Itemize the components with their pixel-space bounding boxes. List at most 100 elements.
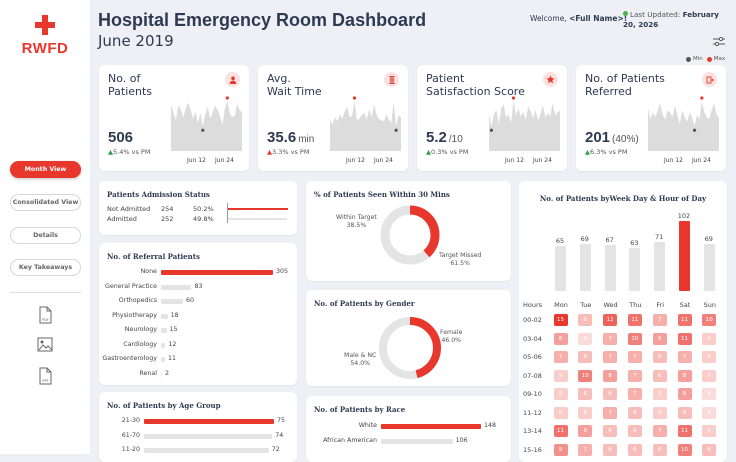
heatmap-cell: 4 bbox=[578, 332, 593, 345]
weekday-total-bar bbox=[654, 242, 666, 291]
spark-tick-1: Jun 12 bbox=[505, 157, 524, 164]
kpi-delta: ▲0.3% vs PM bbox=[426, 148, 468, 156]
delta-arrow: ▲ bbox=[108, 148, 113, 156]
missed-pct: 61.5% bbox=[450, 260, 470, 267]
heatmap-cell: 6 bbox=[627, 443, 642, 456]
heatmap-cell: 7 bbox=[677, 351, 692, 363]
heatmap-cell: 5 bbox=[652, 388, 667, 400]
heatmap-cell: 6 bbox=[603, 443, 618, 456]
delta-arrow: ▲ bbox=[426, 148, 431, 156]
heatmap-cell: 6 bbox=[578, 351, 593, 363]
brand-name: RWFD bbox=[21, 40, 69, 57]
male-pct: 54.0% bbox=[350, 360, 371, 367]
nav-details[interactable]: Details bbox=[10, 227, 81, 244]
bar-label: 11-20 bbox=[121, 446, 140, 453]
seen30-within-arc bbox=[380, 205, 440, 265]
sparkline-min-point bbox=[394, 128, 398, 132]
kpi-title: No. of Patients Referred bbox=[585, 72, 665, 98]
weekday-total-value: 102 bbox=[677, 212, 691, 220]
female-pct: 46.0% bbox=[441, 337, 462, 344]
heatmap-cell: 8 bbox=[652, 332, 667, 345]
welcome-text: Welcome, <Full Name>! bbox=[530, 14, 627, 23]
nav-month-view[interactable]: Month View bbox=[10, 161, 81, 178]
heatmap-cell: 6 bbox=[627, 425, 642, 437]
bar bbox=[161, 284, 192, 290]
heatmap-cell: 5 bbox=[553, 369, 568, 382]
weekday-hour-card: No. of Patients byWeek Day & Hour of Day… bbox=[519, 181, 727, 462]
within-pct: 38.5% bbox=[346, 222, 367, 229]
weekday-total-value: 69 bbox=[704, 234, 713, 243]
weekday-total-bar bbox=[604, 245, 616, 291]
heatmap-cell: 7 bbox=[627, 369, 642, 382]
sparkline bbox=[489, 96, 560, 151]
gender-female-label: Female 46.0% bbox=[440, 329, 462, 345]
sparkline-max-point bbox=[700, 96, 704, 100]
min-max-legend: Min Max bbox=[686, 56, 725, 62]
bar-value: 75 bbox=[277, 417, 286, 424]
sparkline bbox=[330, 96, 401, 151]
race-card: No. of Patients by Race White 148 African … bbox=[306, 396, 511, 462]
kpi-value: 506 bbox=[108, 129, 135, 146]
bar bbox=[381, 424, 481, 429]
gender-donut bbox=[379, 317, 441, 379]
delta-arrow: ▲ bbox=[585, 148, 590, 156]
updated-label: Last Updated: bbox=[630, 10, 681, 19]
hour-row-header: 11-12 bbox=[523, 408, 542, 417]
heatmap-cell: 6 bbox=[677, 406, 692, 419]
delta-vs: vs PM bbox=[608, 148, 628, 156]
bar-label: White bbox=[358, 422, 377, 429]
admission-pct: 50.2% bbox=[193, 205, 214, 213]
bar-label: Neurology bbox=[124, 326, 157, 333]
sparkline-min-point bbox=[692, 128, 697, 132]
heatmap-cell: 9 bbox=[553, 443, 568, 456]
gender-card: No. of Patients by Gender Female 46.0% Ma… bbox=[306, 290, 511, 386]
female-label: Female bbox=[440, 329, 463, 336]
image-export-icon[interactable] bbox=[37, 336, 53, 354]
weekday-total-bar bbox=[629, 247, 641, 291]
sparkline-area bbox=[171, 101, 242, 151]
delta-value: 6.3% bbox=[590, 148, 607, 156]
pdf-export-icon[interactable]: PDF bbox=[37, 306, 53, 324]
admission-count: 254 bbox=[161, 205, 174, 213]
heatmap-cell: 5 bbox=[702, 369, 717, 382]
bar bbox=[161, 270, 273, 275]
hour-row-header: 07-08 bbox=[523, 371, 542, 380]
kpi-title-line1: Avg. bbox=[267, 72, 291, 85]
bar bbox=[161, 371, 162, 377]
bar-value: 15 bbox=[169, 326, 178, 333]
bar-label: Gastroenterology bbox=[102, 355, 157, 362]
heatmap-cell: 7 bbox=[603, 351, 618, 363]
kpi-value-unit: /10 bbox=[448, 134, 463, 145]
kpi-title-line1: No. of Patients bbox=[585, 72, 665, 85]
heatmap-cell: 7 bbox=[578, 443, 593, 456]
bar-label: Physiotherapy bbox=[112, 311, 157, 319]
seen30-donut bbox=[380, 205, 440, 265]
bar-value: 72 bbox=[271, 446, 280, 453]
heatmap-cell: 11 bbox=[677, 314, 692, 326]
welcome-label: Welcome, bbox=[530, 14, 567, 23]
gender-female-arc bbox=[379, 317, 441, 379]
bar bbox=[144, 448, 269, 453]
nav-consolidated-view[interactable]: Consolidated View bbox=[10, 194, 81, 211]
delta-value: 0.3% bbox=[431, 148, 448, 156]
heatmap-cell: 8 bbox=[603, 369, 618, 382]
admission-row-admitted: Admitted 252 49.8% bbox=[107, 215, 214, 223]
heatmap-cell: 8 bbox=[677, 388, 692, 400]
heatmap-cell: 8 bbox=[578, 425, 593, 437]
spark-tick-1: Jun 12 bbox=[346, 157, 365, 164]
hour-row-header: 03-04 bbox=[523, 334, 542, 343]
kpi-delta: ▲6.3% vs PM bbox=[585, 148, 627, 156]
weekday-total-value: 67 bbox=[605, 236, 614, 245]
nav-key-takeaways[interactable]: Key Takeaways bbox=[10, 259, 81, 276]
filter-settings-icon[interactable] bbox=[713, 37, 725, 47]
sparkline-area bbox=[648, 101, 719, 151]
weekday-total-bar bbox=[579, 243, 591, 291]
ppt-export-icon[interactable]: PPT bbox=[37, 367, 53, 385]
kpi-value-number: 5.2 bbox=[426, 129, 447, 146]
kpi-value: 5.2/10 bbox=[426, 129, 463, 146]
bar bbox=[381, 439, 453, 444]
weekday-total-value: 63 bbox=[630, 238, 639, 247]
heatmap-cell: 5 bbox=[578, 406, 593, 419]
kpi-title-line2: Wait Time bbox=[267, 85, 322, 98]
bar-value: 18 bbox=[170, 311, 179, 319]
